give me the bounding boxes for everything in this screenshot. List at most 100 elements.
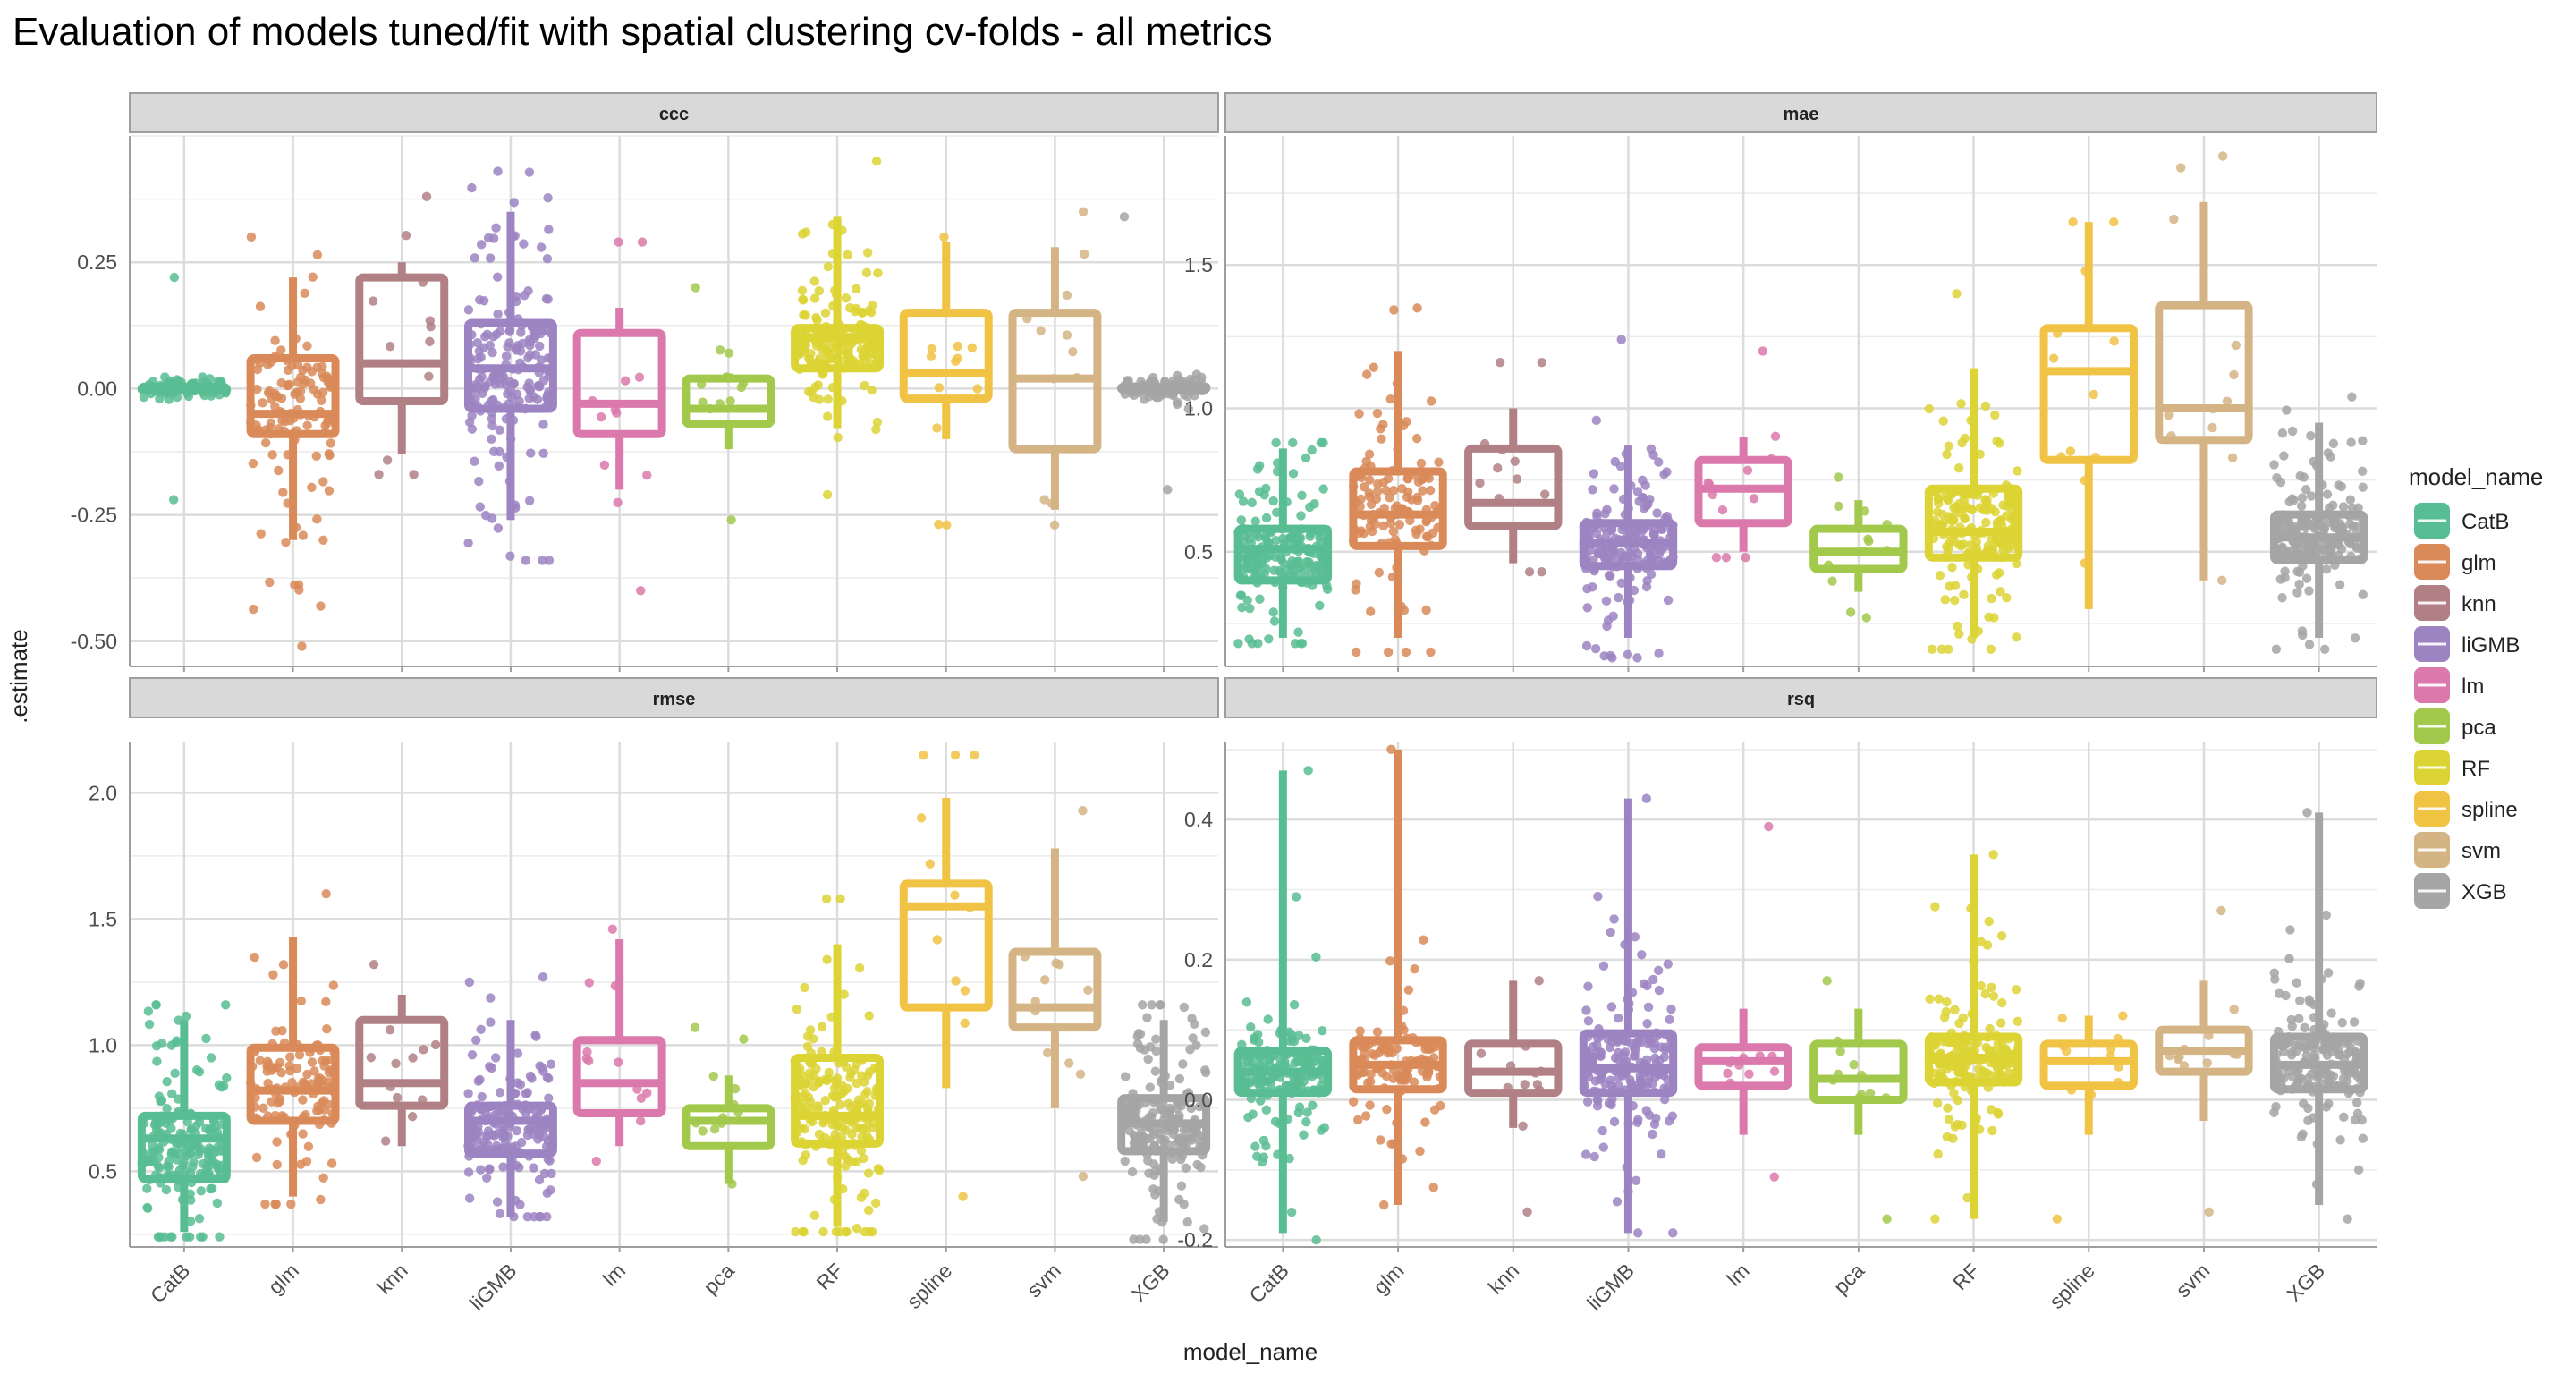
- data-point: [1924, 403, 1934, 414]
- data-point: [308, 272, 318, 282]
- data-point: [1308, 1100, 1318, 1110]
- data-point: [327, 415, 338, 425]
- data-point: [2335, 1135, 2345, 1145]
- legend-item-RF: RF: [2414, 750, 2490, 785]
- data-point: [2065, 446, 2076, 456]
- legend-label: CatB: [2462, 510, 2509, 534]
- data-point: [1623, 1090, 1632, 1099]
- data-point: [206, 1053, 216, 1063]
- data-point: [970, 750, 979, 760]
- data-point: [1971, 537, 1981, 547]
- data-point: [1663, 959, 1673, 969]
- data-point: [268, 970, 278, 980]
- box-spline: [899, 750, 993, 1201]
- data-point: [1140, 1121, 1150, 1132]
- data-point: [302, 341, 312, 351]
- data-point: [248, 458, 258, 469]
- data-point: [1356, 526, 1366, 536]
- data-point: [1769, 1172, 1779, 1182]
- data-point: [463, 1167, 474, 1177]
- data-point: [326, 438, 336, 448]
- data-point: [1957, 529, 1967, 539]
- data-point: [1268, 607, 1278, 617]
- data-point: [1286, 1207, 1297, 1217]
- data-point: [813, 380, 823, 390]
- data-point: [542, 254, 553, 264]
- data-point: [194, 1214, 205, 1224]
- data-point: [267, 450, 277, 460]
- data-point: [1154, 392, 1164, 403]
- data-point: [2286, 1014, 2297, 1025]
- data-point: [2114, 1062, 2123, 1072]
- data-point: [2271, 1056, 2281, 1066]
- data-point: [513, 314, 523, 324]
- data-point: [2319, 1020, 2329, 1030]
- data-point: [1394, 520, 1404, 530]
- data-point: [173, 1182, 183, 1192]
- data-point: [1387, 465, 1398, 476]
- data-point: [544, 225, 554, 234]
- data-point: [508, 364, 518, 374]
- data-point: [1954, 539, 1964, 550]
- data-point: [498, 1120, 509, 1131]
- data-point: [303, 1141, 314, 1151]
- data-point: [2271, 644, 2282, 654]
- data-point: [1628, 1082, 1638, 1093]
- data-point: [1020, 952, 1030, 962]
- data-point: [873, 268, 883, 278]
- data-point: [1411, 433, 1422, 444]
- data-point: [147, 1157, 157, 1166]
- data-point: [277, 415, 287, 426]
- data-point: [1630, 932, 1640, 942]
- data-point: [829, 1194, 840, 1205]
- data-point: [716, 1118, 726, 1128]
- data-point: [2301, 573, 2312, 583]
- data-point: [1361, 369, 1372, 379]
- data-point: [1582, 603, 1592, 613]
- data-point: [831, 290, 842, 300]
- data-point: [2010, 501, 2021, 511]
- data-point: [1174, 1114, 1184, 1124]
- data-point: [291, 334, 301, 344]
- data-point: [811, 324, 821, 334]
- data-point: [1318, 1073, 1328, 1084]
- data-point: [1236, 515, 1247, 525]
- box-CatB: [137, 1000, 232, 1242]
- data-point: [463, 1089, 473, 1098]
- box-XGB: [2269, 808, 2368, 1224]
- data-point: [729, 1099, 739, 1110]
- data-point: [798, 1226, 808, 1237]
- data-point: [1402, 417, 1411, 427]
- data-point: [208, 1115, 219, 1126]
- data-point: [1625, 572, 1635, 583]
- data-point: [1986, 1105, 1996, 1115]
- data-point: [1318, 1026, 1327, 1036]
- data-point: [840, 1151, 851, 1162]
- data-point: [817, 1137, 826, 1147]
- data-point: [1150, 1190, 1160, 1200]
- data-point: [950, 750, 961, 760]
- data-point: [2306, 539, 2316, 550]
- data-point: [2302, 1059, 2313, 1069]
- data-point: [386, 1081, 396, 1092]
- data-point: [2118, 1011, 2128, 1021]
- data-point: [470, 394, 480, 404]
- data-point: [1419, 546, 1429, 556]
- data-point: [139, 383, 149, 393]
- data-point: [495, 1087, 505, 1098]
- data-point: [1589, 565, 1599, 576]
- data-point: [1178, 1059, 1188, 1069]
- data-point: [1494, 493, 1504, 504]
- data-point: [1147, 1000, 1157, 1010]
- data-point: [2284, 954, 2294, 963]
- data-point: [1233, 639, 1243, 649]
- data-point: [1272, 1086, 1283, 1096]
- data-point: [1273, 458, 1283, 468]
- data-point: [865, 1135, 875, 1145]
- data-point: [843, 250, 852, 260]
- data-point: [1155, 1000, 1165, 1010]
- data-point: [1402, 1033, 1412, 1043]
- data-point: [487, 434, 496, 445]
- data-point: [861, 267, 872, 278]
- data-point: [2355, 979, 2365, 988]
